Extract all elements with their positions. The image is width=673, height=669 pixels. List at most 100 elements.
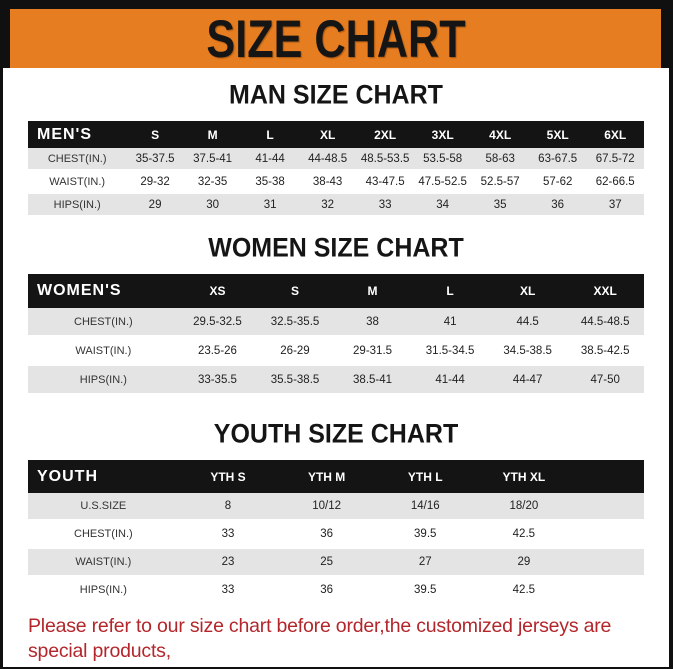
size-column-header: 3XL <box>413 121 472 148</box>
size-value: 35 <box>471 193 529 217</box>
size-value: 35-37.5 <box>126 148 184 171</box>
size-value: 35-38 <box>241 170 299 194</box>
size-column-header: M <box>183 121 242 148</box>
table-header-row: WOMEN'S XS S M L XL XXL <box>28 274 644 308</box>
size-value: 44-47 <box>488 365 567 395</box>
table-row: U.S.SIZE 8 10/12 14/16 18/20 <box>28 493 644 521</box>
size-value: 42.5 <box>474 520 574 549</box>
table-row: HIPS(IN.) 33 36 39.5 42.5 <box>28 576 644 605</box>
size-value <box>573 493 644 521</box>
row-label: CHEST(IN.) <box>28 148 127 171</box>
table-corner-label: YOUTH <box>28 460 179 493</box>
man-section-heading: MAN SIZE CHART <box>229 79 443 111</box>
table-row: CHEST(IN.) 35-37.5 37.5-41 41-44 44-48.5 48.5… <box>28 148 644 171</box>
size-column-header: S <box>256 274 334 308</box>
size-column-header: YTH M <box>277 460 376 493</box>
size-column-header: M <box>333 274 412 308</box>
size-chart-banner: SIZE CHART <box>3 9 669 68</box>
size-column-header <box>573 460 644 493</box>
disclaimer-note: Please refer to our size chart before or… <box>28 614 644 667</box>
page-title: SIZE CHART <box>205 8 466 69</box>
size-value: 30 <box>183 193 242 217</box>
table-header-row: YOUTH YTH S YTH M YTH L YTH XL <box>28 460 644 493</box>
row-label: U.S.SIZE <box>28 493 179 521</box>
size-value: 32 <box>298 193 357 217</box>
disclaimer-line-2: we don't accept cancel, change, teturn o… <box>28 665 644 667</box>
size-column-header: YTH XL <box>474 460 574 493</box>
table-row: CHEST(IN.) 33 36 39.5 42.5 <box>28 520 644 549</box>
women-size-table: WOMEN'S XS S M L XL XXL CHEST(IN.) 29.5-32.5 32.5… <box>28 274 644 395</box>
table-row: WAIST(IN.) 23 25 27 29 <box>28 548 644 577</box>
table-row: HIPS(IN.) 29 30 31 32 33 34 35 36 37 <box>28 193 644 217</box>
size-value: 27 <box>375 548 475 577</box>
size-value: 41 <box>411 308 489 337</box>
table-row: CHEST(IN.) 29.5-32.5 32.5-35.5 38 41 44.5 44.5… <box>28 308 644 337</box>
row-label: HIPS(IN.) <box>28 193 127 217</box>
size-value: 38-43 <box>298 170 357 194</box>
size-column-header: S <box>126 121 184 148</box>
size-value: 26-29 <box>256 336 334 366</box>
row-label: CHEST(IN.) <box>28 520 179 549</box>
size-value: 32-35 <box>183 170 242 194</box>
top-black-bar <box>3 0 669 9</box>
size-value: 44.5 <box>488 308 567 337</box>
youth-size-table: YOUTH YTH S YTH M YTH L YTH XL U.S.SIZE 8 10/12… <box>28 460 644 605</box>
size-value: 18/20 <box>474 493 574 521</box>
size-value: 43-47.5 <box>356 170 414 194</box>
size-value <box>573 548 644 577</box>
size-value <box>573 576 644 605</box>
size-column-header: YTH L <box>375 460 475 493</box>
size-value: 29 <box>474 548 574 577</box>
banner-right-cap <box>661 9 669 68</box>
content-area: MAN SIZE CHART MEN'S S M L XL 2XL 3XL 4XL 5XL 6XL… <box>3 79 669 667</box>
size-value: 29-32 <box>126 170 184 194</box>
size-column-header: L <box>411 274 489 308</box>
size-value: 10/12 <box>277 493 376 521</box>
size-value: 23.5-26 <box>178 336 257 366</box>
size-value: 47-50 <box>566 365 644 395</box>
table-row: WAIST(IN.) 23.5-26 26-29 29-31.5 31.5-34.5 34… <box>28 336 644 366</box>
banner-left-cap <box>3 9 10 68</box>
size-value: 31 <box>241 193 299 217</box>
size-value: 23 <box>178 548 278 577</box>
size-value: 67.5-72 <box>586 148 644 171</box>
disclaimer-line-1: Please refer to our size chart before or… <box>28 615 612 663</box>
table-corner-label: WOMEN'S <box>28 274 179 308</box>
size-column-header: 6XL <box>586 121 644 148</box>
row-label: WAIST(IN.) <box>28 170 127 194</box>
size-column-header: 5XL <box>528 121 587 148</box>
row-label: HIPS(IN.) <box>28 365 179 395</box>
size-value: 31.5-34.5 <box>411 336 489 366</box>
size-value: 8 <box>178 493 278 521</box>
size-column-header: L <box>241 121 299 148</box>
size-value: 33 <box>178 576 278 605</box>
size-value: 32.5-35.5 <box>256 308 334 337</box>
size-value: 44-48.5 <box>298 148 357 171</box>
size-value: 41-44 <box>241 148 299 171</box>
row-label: WAIST(IN.) <box>28 548 179 577</box>
size-value: 34 <box>413 193 472 217</box>
banner-background: SIZE CHART <box>10 9 661 68</box>
size-value: 62-66.5 <box>586 170 644 194</box>
size-value: 52.5-57 <box>471 170 529 194</box>
table-corner-label: MEN'S <box>28 121 127 148</box>
size-value: 58-63 <box>471 148 529 171</box>
size-value: 38 <box>333 308 412 337</box>
size-column-header: XXL <box>566 274 644 308</box>
size-value: 36 <box>277 576 376 605</box>
size-value: 29-31.5 <box>333 336 412 366</box>
size-value: 53.5-58 <box>413 148 472 171</box>
size-column-header: XS <box>178 274 257 308</box>
table-header-row: MEN'S S M L XL 2XL 3XL 4XL 5XL 6XL <box>28 121 644 148</box>
size-value: 44.5-48.5 <box>566 308 644 337</box>
size-value: 37 <box>586 193 644 217</box>
size-value: 38.5-42.5 <box>566 336 644 366</box>
size-value <box>573 520 644 549</box>
size-value: 14/16 <box>375 493 475 521</box>
row-label: CHEST(IN.) <box>28 308 179 337</box>
size-column-header: 2XL <box>356 121 414 148</box>
size-value: 33 <box>356 193 414 217</box>
women-section-heading: WOMEN SIZE CHART <box>208 232 464 264</box>
size-value: 25 <box>277 548 376 577</box>
